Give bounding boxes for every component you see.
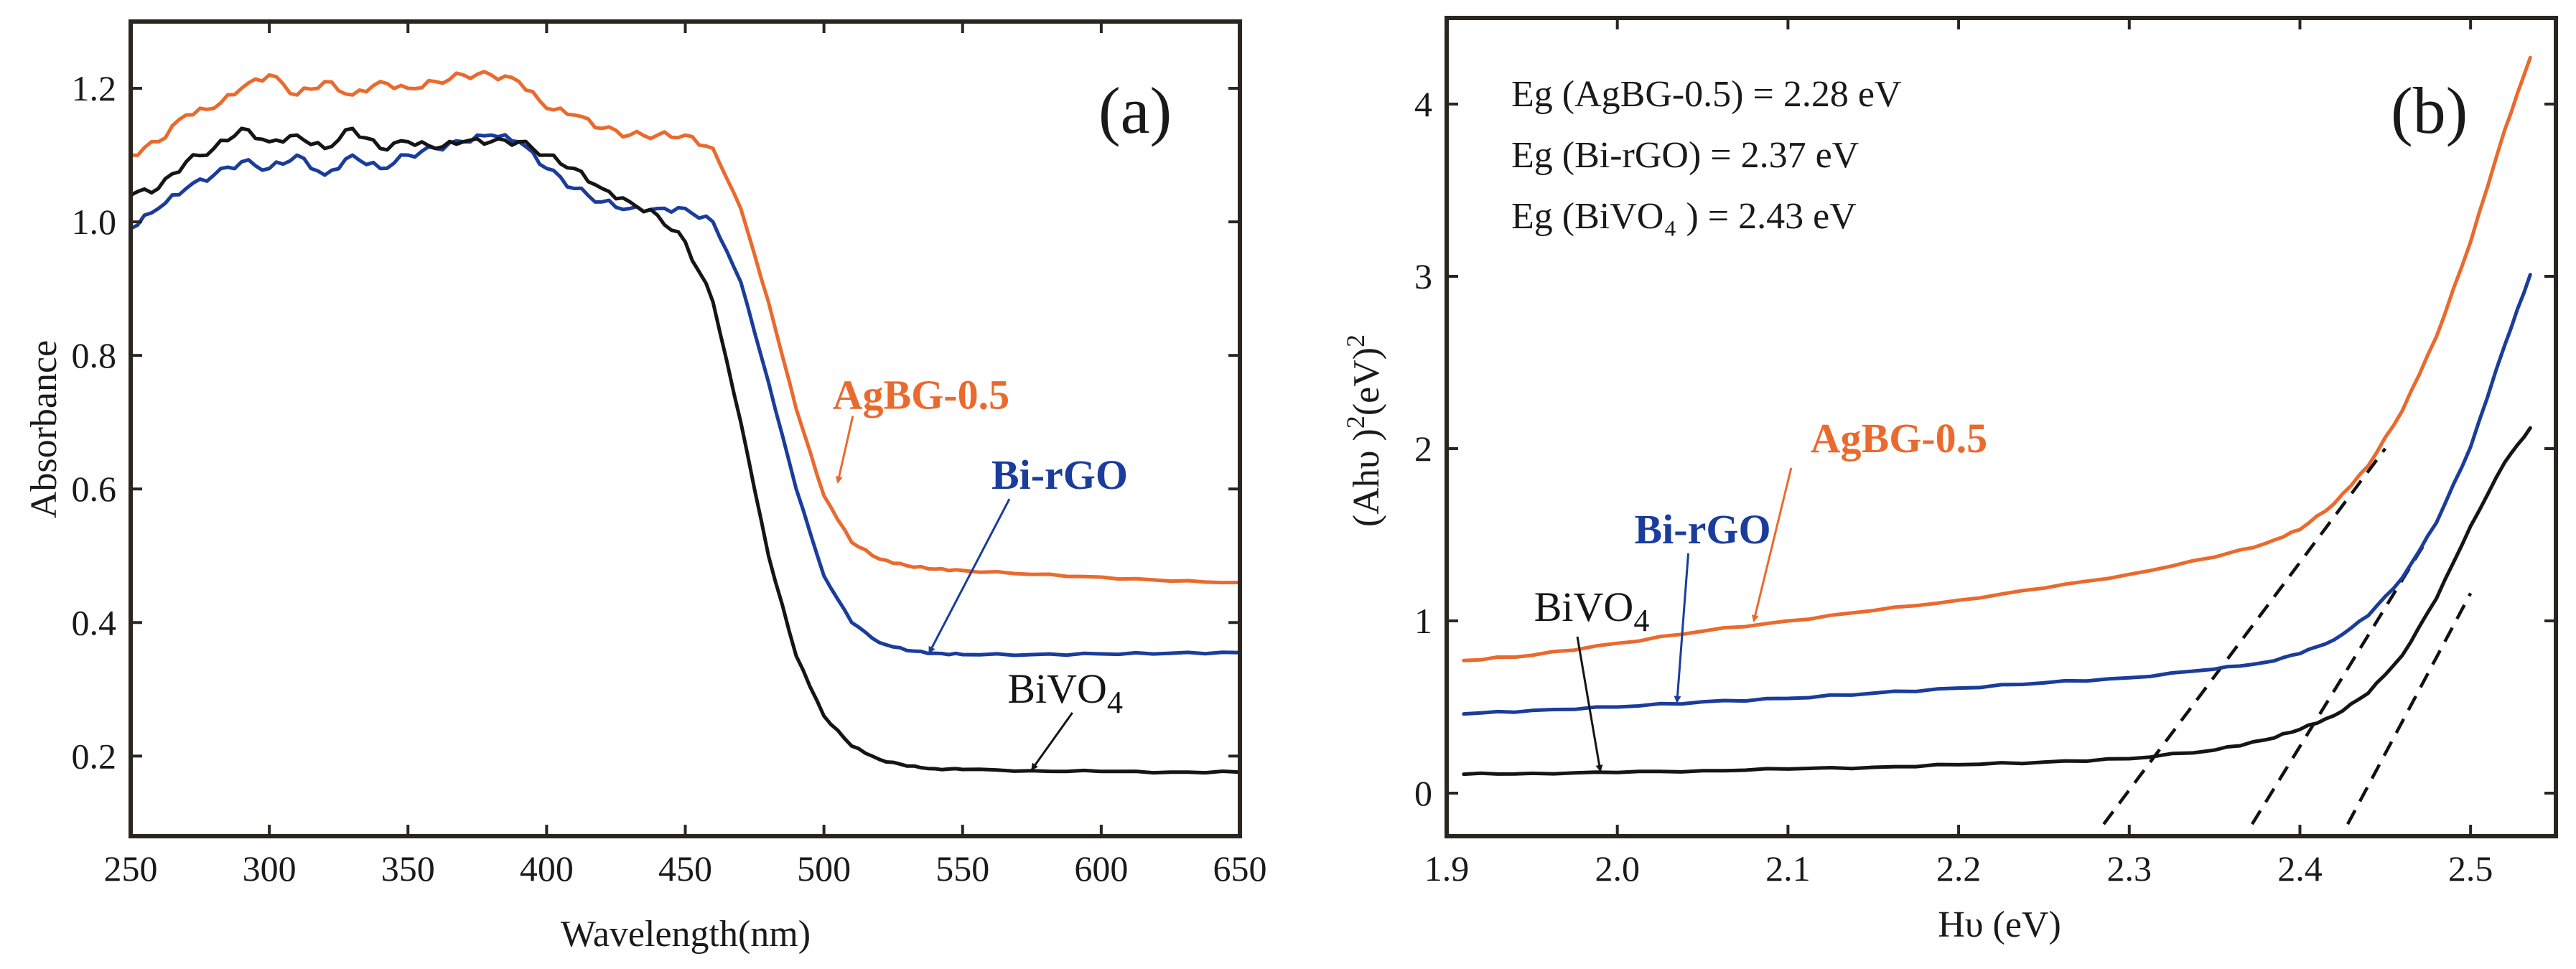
panel-b-x-tick-label: 2.2: [1936, 848, 1982, 889]
panel-b-arrow-agbg: [1751, 467, 1793, 622]
panel-a-x-tick-label: 450: [658, 848, 712, 889]
panel-b-x-tick-label: 2.3: [2107, 848, 2152, 889]
panel-b-x-tick-label: 2.4: [2277, 848, 2323, 889]
panel-a-x-tick-label: 300: [243, 848, 297, 889]
panel-a-axes-frame: [129, 19, 1242, 838]
panel-a-chart: 250 300 350 400 450 500 550 600 650 0.2 0.4 0.6 0.8 1…: [24, 19, 1267, 955]
panel-a-y-tick-label: 1.0: [72, 202, 117, 242]
panel-b-label: (b): [2391, 74, 2468, 147]
panel-b-y-axis-title-sup2: 2: [1341, 334, 1370, 347]
panel-b-axes-frame: [1445, 16, 2558, 838]
eg-annotation-agbg: Eg (AgBG-0.5) = 2.28 eV: [1511, 74, 1901, 115]
panel-b-arrow-birgo: [1674, 553, 1690, 703]
fit-line-birgo: [2250, 537, 2430, 825]
fit-line-bivo4: [2346, 592, 2473, 825]
panel-a-series-birgo: [129, 133, 1242, 657]
panel-a-y-axis-title: Absorbance: [24, 340, 65, 518]
panel-a-x-tick-label: 600: [1074, 848, 1128, 889]
panel-a-arrow-agbg: [835, 416, 854, 484]
panel-b-x-tick-label: 2.1: [1765, 848, 1811, 889]
fit-line-agbg: [2102, 447, 2387, 825]
panel-a-x-tick-label: 250: [104, 848, 158, 889]
panel-b-label-bivo4: BiVO4: [1534, 584, 1650, 638]
panel-b-y-axis-title-part1: (Ahυ ): [1346, 429, 1387, 527]
eg-annotation-bivo4: Eg (BiVO₄ ) = 2.43 eV: [1511, 196, 1857, 237]
panel-a-arrow-birgo: [928, 498, 1011, 654]
eg-annotation-birgo: Eg (Bi-rGO) = 2.37 eV: [1511, 135, 1859, 176]
panel-b-y-tick-label: 0: [1414, 773, 1432, 813]
panel-b-x-tick-label: 2.5: [2448, 848, 2493, 889]
panel-a-label: (a): [1098, 74, 1172, 147]
panel-a-x-tick-label: 550: [935, 848, 989, 889]
panel-b-y-tick-label: 1: [1414, 601, 1432, 641]
panel-a-x-axis-title: Wavelength(nm): [561, 914, 811, 955]
panel-b-label-agbg: AgBG-0.5: [1811, 415, 1988, 462]
panel-a-label-bivo4: BiVO4: [1007, 665, 1123, 720]
panel-b-y-axis-title-sup1: 2: [1341, 416, 1370, 429]
panel-b-chart: 1.9 2.0 2.1 2.2 2.3 2.4 2.5 0 1 2 3 4 AgBG-0.5 Bi-rG…: [1341, 16, 2558, 945]
panel-b-arrow-bivo4: [1576, 636, 1603, 772]
panel-b-y-tick-label: 3: [1414, 256, 1432, 296]
panel-a-series-agbg: [129, 70, 1242, 585]
panel-b-series-bivo4: [1462, 426, 2532, 777]
panel-a-x-tick-label: 650: [1213, 848, 1267, 889]
panel-b-y-tick-label: 2: [1414, 429, 1432, 469]
panel-b-label-birgo: Bi-rGO: [1634, 506, 1770, 553]
panel-a-x-tick-label: 500: [797, 848, 851, 889]
panel-a-y-tick-label: 0.4: [72, 602, 117, 642]
panel-b-y-tick-label: 4: [1414, 84, 1432, 124]
panel-a-y-tick-label: 0.6: [72, 469, 117, 509]
panel-a-y-tick-label: 0.2: [72, 736, 117, 776]
panel-b-y-axis-title-part2: (eV): [1346, 347, 1387, 416]
panel-b-x-tick-label: 2.0: [1595, 848, 1640, 889]
panel-b-y-axis-title: (Ahυ )2(eV)2: [1341, 334, 1387, 527]
panel-a-arrow-bivo4: [1031, 712, 1073, 771]
panel-a-x-tick-label: 400: [520, 848, 574, 889]
panel-a-y-tick-label: 1.2: [72, 68, 117, 108]
panel-a-label-agbg: AgBG-0.5: [833, 372, 1010, 418]
panel-a-x-tick-label: 350: [381, 848, 435, 889]
panel-b-x-tick-label: 1.9: [1424, 848, 1470, 889]
panel-a-label-birgo: Bi-rGO: [991, 451, 1128, 498]
panel-a-y-tick-label: 0.8: [72, 335, 117, 375]
panel-b-series-agbg: [1462, 55, 2532, 663]
panel-a-series-bivo4: [129, 126, 1242, 775]
panel-b-x-axis-title: Hυ (eV): [1938, 904, 2061, 945]
panel-b-series-birgo: [1462, 273, 2532, 716]
